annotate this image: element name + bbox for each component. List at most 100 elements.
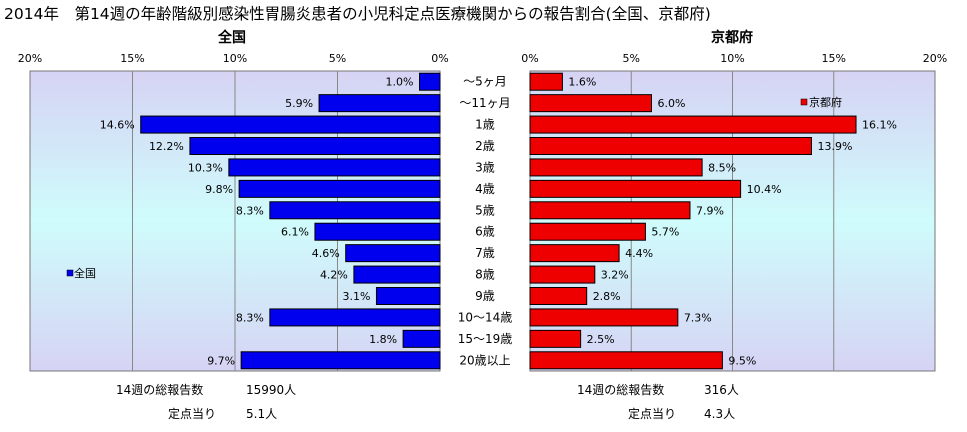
left-panel-title: 全国: [217, 29, 246, 46]
right-bar: [529, 201, 691, 220]
right-value-label: 7.9%: [696, 204, 724, 217]
kyoto-total-label: 14週の総報告数: [577, 382, 664, 397]
right-value-label: 1.6%: [568, 76, 596, 89]
left-tick-label: 0%: [431, 52, 448, 65]
right-value-label: 4.4%: [625, 247, 653, 260]
right-bar: [529, 115, 857, 134]
right-bar: [529, 329, 582, 348]
left-bar: [314, 222, 441, 241]
right-value-label: 5.7%: [651, 226, 679, 239]
category-label: 3歳: [475, 160, 495, 174]
left-value-label: 8.3%: [236, 204, 264, 217]
right-value-label: 10.4%: [747, 183, 782, 196]
chart-title: 2014年 第14週の年齢階級別感染性胃腸炎患者の小児科定点医療機関からの報告割…: [4, 5, 711, 23]
left-bar: [140, 115, 441, 134]
left-value-label: 12.2%: [149, 140, 184, 153]
right-value-label: 3.2%: [601, 269, 629, 282]
right-tick-label: 0%: [521, 52, 538, 65]
left-tick-label: 10%: [223, 52, 247, 65]
category-label: ～11ヶ月: [459, 96, 510, 110]
right-tick-label: 15%: [822, 52, 846, 65]
left-value-label: 9.7%: [207, 354, 235, 367]
national-per-value: 5.1人: [246, 407, 277, 421]
left-value-label: 10.3%: [188, 161, 223, 174]
right-tick-label: 10%: [720, 52, 744, 65]
national-total-label: 14週の総報告数: [116, 382, 203, 397]
right-legend-swatch: [800, 98, 808, 106]
right-value-label: 2.8%: [593, 290, 621, 303]
right-bar: [529, 222, 646, 241]
left-bar: [269, 308, 441, 327]
right-bar: [529, 179, 742, 198]
left-tick-label: 20%: [18, 52, 42, 65]
right-value-label: 6.0%: [658, 97, 686, 110]
right-bar: [529, 94, 652, 113]
category-label: 15～19歳: [458, 332, 513, 346]
kyoto-per-value: 4.3人: [704, 407, 735, 421]
right-value-label: 2.5%: [587, 333, 615, 346]
category-label: 6歳: [475, 225, 495, 239]
right-value-label: 7.3%: [684, 311, 712, 324]
right-legend: 京都府: [800, 95, 842, 109]
kyoto-per-label: 定点当り: [628, 406, 676, 421]
left-bar: [238, 179, 441, 198]
right-bar: [529, 137, 812, 155]
left-legend-label: 全国: [74, 266, 96, 280]
left-bar: [318, 94, 441, 113]
category-label: 4歳: [475, 182, 495, 196]
left-value-label: 6.1%: [281, 226, 309, 239]
right-value-label: 13.9%: [817, 140, 852, 153]
category-label: ～5ヶ月: [463, 75, 507, 89]
left-value-label: 1.8%: [369, 333, 397, 346]
category-label: 5歳: [475, 203, 495, 217]
left-bar: [240, 351, 441, 370]
left-bar: [419, 72, 441, 91]
category-label: 20歳以上: [459, 353, 510, 367]
national-per-label: 定点当り: [168, 406, 216, 421]
left-legend-swatch: [66, 269, 74, 277]
right-bar: [529, 244, 620, 263]
national-total-value: 15990人: [246, 383, 296, 397]
left-bar: [345, 244, 441, 263]
left-value-label: 3.1%: [342, 290, 370, 303]
category-label: 2歳: [475, 139, 495, 153]
left-value-label: 9.8%: [205, 183, 233, 196]
right-tick-label: 20%: [923, 52, 947, 65]
left-legend: 全国: [66, 266, 96, 280]
right-value-label: 9.5%: [728, 354, 756, 367]
right-tick-label: 5%: [623, 52, 640, 65]
left-bar: [269, 201, 441, 220]
category-label: 7歳: [475, 246, 495, 260]
left-bar: [402, 329, 441, 348]
left-tick-label: 5%: [329, 52, 346, 65]
right-bar: [529, 158, 703, 177]
left-value-label: 1.0%: [386, 76, 414, 89]
category-label: 10～14歳: [458, 310, 513, 324]
left-value-label: 4.6%: [312, 247, 340, 260]
right-bar: [529, 351, 723, 370]
left-value-label: 14.6%: [100, 119, 135, 132]
left-tick-label: 15%: [120, 52, 144, 65]
right-value-label: 8.5%: [708, 161, 736, 174]
left-value-label: 4.2%: [320, 269, 348, 282]
right-legend-label: 京都府: [809, 95, 842, 109]
right-bar: [529, 308, 679, 327]
left-value-label: 8.3%: [236, 311, 264, 324]
right-panel-title: 京都府: [711, 29, 753, 46]
right-bar: [529, 287, 588, 305]
right-bar: [529, 265, 596, 284]
category-label: 9歳: [475, 289, 495, 303]
category-label: 8歳: [475, 268, 495, 282]
kyoto-total-value: 316人: [704, 383, 739, 397]
footer-kyoto: 14週の総報告数 316人 定点当り 4.3人: [577, 382, 739, 421]
right-bar: [529, 72, 563, 91]
left-bar: [375, 287, 441, 305]
left-bar: [228, 158, 441, 177]
right-value-label: 16.1%: [862, 119, 897, 132]
left-value-label: 5.9%: [285, 97, 313, 110]
left-bar: [353, 265, 441, 284]
category-label: 1歳: [475, 118, 495, 132]
left-bar: [189, 137, 441, 155]
